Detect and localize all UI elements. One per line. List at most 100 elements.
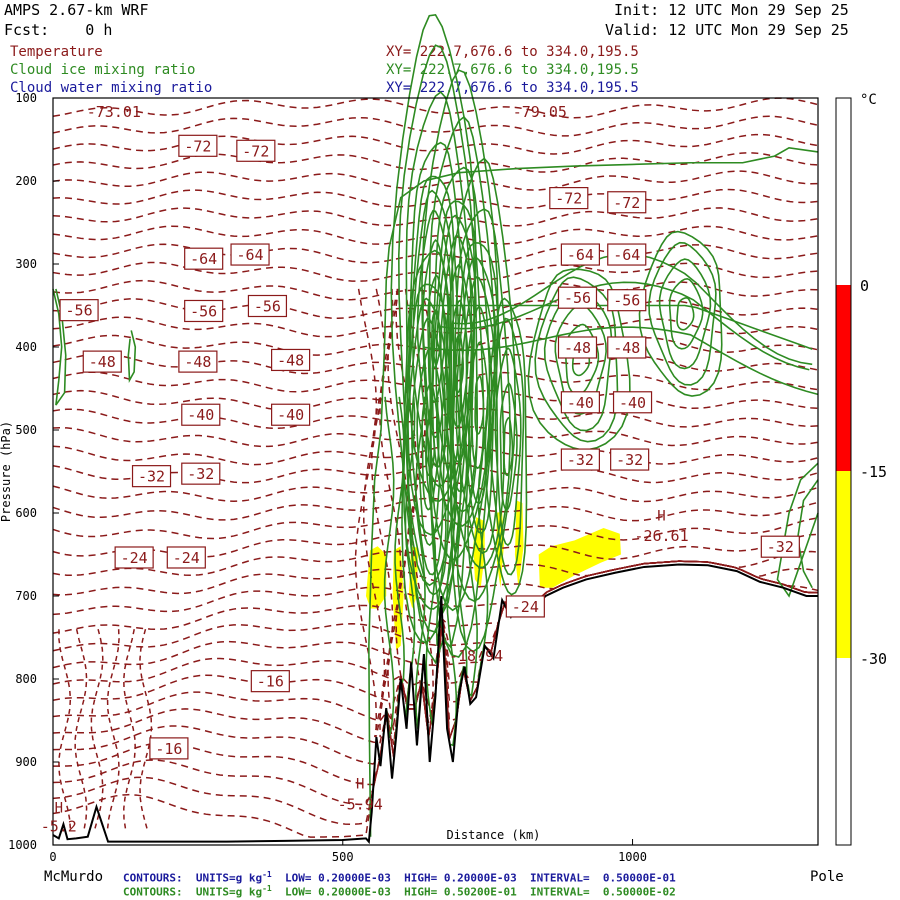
- contour-label-box: [557, 336, 598, 359]
- high-marker: H: [55, 801, 63, 817]
- field-cloud-water-xy: XY= 222.7,676.6 to 334.0,195.5: [386, 80, 639, 96]
- temperature-contour-label: -48: [613, 339, 640, 357]
- cloud-ice-contour: [438, 281, 810, 371]
- cloud-ice-contour: [52, 288, 67, 406]
- cloud-ice-contour: [431, 200, 485, 527]
- y-tick-label: 100: [15, 91, 37, 105]
- y-tick-label: 1000: [8, 838, 37, 852]
- temperature-contour: [90, 629, 104, 829]
- contour-label-box: [149, 737, 189, 760]
- cloud-ice-contour: [127, 330, 137, 384]
- model-title: AMPS 2.67-km WRF: [4, 1, 149, 19]
- contour-label-box: [560, 243, 600, 266]
- legend-color-band: [836, 471, 851, 658]
- cloud-ice-contour: [421, 382, 440, 511]
- temperature-contour-label: -48: [89, 353, 116, 371]
- field-cloud-ice-xy: XY= 222.7,676.6 to 334.0,195.5: [386, 62, 639, 78]
- contour-label-box: [549, 187, 589, 210]
- contour-label-box: [560, 391, 600, 414]
- contour-label-box: [178, 350, 218, 373]
- cloud-ice-contour: [467, 396, 479, 698]
- contour-label-box: [560, 448, 600, 471]
- temperature-contour-label: -72: [242, 142, 269, 160]
- field-temperature: Temperature: [10, 44, 103, 60]
- temperature-contour: [52, 207, 819, 227]
- temperature-contour-label: -72: [184, 137, 211, 155]
- temperature-contour: [52, 497, 819, 522]
- y-axis-label: Pressure (hPa): [0, 421, 13, 522]
- y-tick-label: 900: [15, 755, 37, 769]
- temperature-contour: [52, 444, 819, 466]
- temperature-contour: [52, 371, 819, 393]
- x-tick-label: 1000: [618, 850, 647, 864]
- extremum-value: -73.01: [87, 103, 141, 121]
- temperature-contour-label: -56: [66, 302, 93, 320]
- footer-contours-ice: CONTOURS: UNITS=g kg-1 LOW= 0.20000E-03 …: [123, 883, 676, 899]
- temperature-contour-label: -40: [619, 394, 646, 412]
- temperature-contour-label: -56: [564, 289, 591, 307]
- contour-label-box: [184, 247, 224, 270]
- cloud-ice-contour: [450, 208, 511, 603]
- forecast-hour: Fcst: 0 h: [4, 21, 113, 39]
- contour-label-box: [607, 191, 647, 214]
- cloud-ice-contour: [383, 396, 395, 739]
- temperature-contour: [52, 532, 819, 560]
- temperature-contour-label: -64: [190, 250, 217, 268]
- temperature-contour-label: -32: [187, 465, 214, 483]
- temperature-contour-label: -16: [257, 673, 284, 691]
- contour-label-box: [181, 462, 221, 485]
- legend-color-band: [836, 285, 851, 471]
- temperature-contour: [52, 334, 819, 356]
- temperature-contour: [52, 152, 819, 173]
- x-tick-label: 500: [332, 850, 354, 864]
- temperature-contour: [52, 407, 819, 430]
- cloud-ice-contour: [390, 13, 477, 665]
- temperature-contour: [379, 288, 402, 738]
- cloud-ice-contour: [658, 258, 712, 370]
- temperature-contour-label: -56: [254, 298, 281, 316]
- contour-label-box: [131, 465, 172, 488]
- legend-color-band: [836, 98, 851, 285]
- footer-line2-values: LOW= 0.20000E-03 HIGH= 0.50200E-01 INTER…: [271, 885, 676, 899]
- temp-shading-patch: [538, 527, 621, 588]
- cloud-ice-contour: [455, 256, 499, 555]
- contour-label-box: [250, 670, 290, 693]
- temperature-contour-label: -72: [555, 190, 582, 208]
- field-cloud-ice: Cloud ice mixing ratio: [10, 62, 196, 78]
- temperature-contour-label: -64: [613, 246, 640, 264]
- footer-line1-values: LOW= 0.20000E-03 HIGH= 0.20000E-03 INTER…: [271, 871, 676, 885]
- cloud-ice-contour: [494, 346, 522, 547]
- temperature-contour: [371, 288, 394, 738]
- color-legend: °C 0 -15 -30: [835, 92, 887, 846]
- cloud-ice-contour: [416, 346, 444, 547]
- y-tick-label: 300: [15, 257, 37, 271]
- temperature-contour: [52, 115, 819, 137]
- footer-unit-exponent: -1: [262, 870, 272, 879]
- legend-tick-label: -15: [860, 463, 887, 481]
- cloud-ice-contour: [796, 479, 819, 589]
- cloud-ice-contour: [676, 296, 695, 331]
- temperature-contour: [52, 426, 819, 448]
- cloud-ice-contour: [668, 277, 704, 350]
- contour-label-box: [59, 299, 99, 322]
- terrain-profile: [52, 563, 818, 845]
- temperature-contour-label: -64: [236, 246, 263, 264]
- temperature-contour: [74, 629, 88, 829]
- temperature-contour: [52, 243, 819, 264]
- temperature-contour-label: -32: [767, 538, 794, 556]
- plot-frame: [52, 97, 819, 846]
- temperature-contour: [139, 629, 153, 829]
- cloud-ice-contour: [449, 157, 517, 653]
- temperature-contour-label: -40: [567, 394, 594, 412]
- contour-labels: -72 -72 -72 -72 -64 -64 -64 -64 -56 -56 -56 -56 -56 -…: [41, 103, 800, 836]
- temperature-contour-label: -64: [567, 246, 594, 264]
- temperature-contour: [52, 560, 818, 806]
- field-cloud-water: Cloud water mixing ratio: [10, 80, 213, 96]
- y-tick-label: 200: [15, 174, 37, 188]
- contour-label-box: [271, 403, 311, 426]
- contour-label-box: [114, 546, 154, 569]
- terrain-line: [52, 563, 818, 845]
- extremum-value: -79.05: [513, 103, 567, 121]
- contour-label-box: [178, 134, 218, 157]
